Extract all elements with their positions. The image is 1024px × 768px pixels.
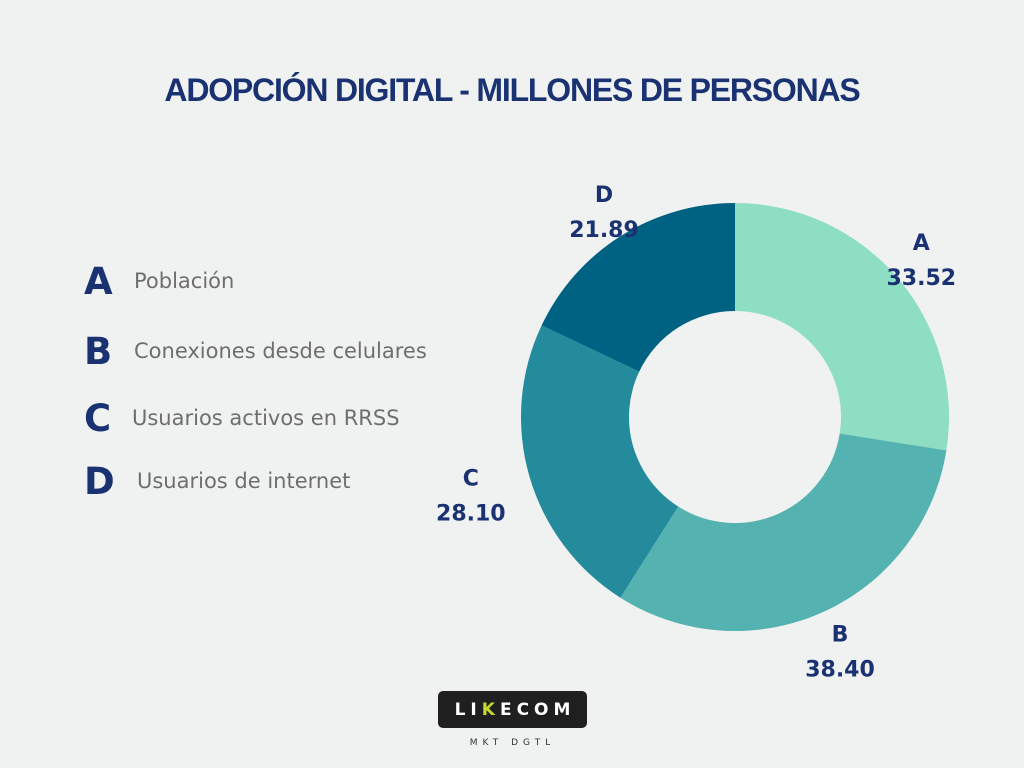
slice-category-label: D <box>595 183 613 208</box>
slice-c <box>521 325 679 598</box>
slice-value-label: 33.52 <box>886 266 956 291</box>
logo-letter: L <box>454 699 471 720</box>
logo-letter: E <box>499 699 517 720</box>
likecom-logo: LIKECOM <box>438 691 587 728</box>
legend-letter: B <box>84 329 113 373</box>
legend-letter: D <box>84 459 115 503</box>
legend-item-b: B Conexiones desde celulares <box>84 329 427 373</box>
legend-item-a: A Población <box>84 259 234 303</box>
logo-letter: O <box>534 699 554 720</box>
legend-label: Usuarios de internet <box>137 469 351 493</box>
logo-text: LIKECOM <box>455 700 576 720</box>
legend-item-d: D Usuarios de internet <box>84 459 350 503</box>
slice-value-label: 28.10 <box>436 501 506 526</box>
legend-label: Conexiones desde celulares <box>134 339 427 363</box>
slice-labels: A 33.52 B 38.40 C 28.10 D 21.89 <box>436 183 956 682</box>
logo-subtitle: MKT DGTL <box>469 738 556 748</box>
logo-letter: I <box>470 699 482 720</box>
slice-b <box>620 433 947 631</box>
legend-letter: C <box>84 396 112 440</box>
slice-category-label: C <box>463 466 479 491</box>
legend-item-c: C Usuarios activos en RRSS <box>84 396 400 440</box>
donut-slices <box>521 203 949 631</box>
slice-d <box>541 203 735 372</box>
chart-title: ADOPCIÓN DIGITAL - MILLONES DE PERSONAS <box>164 72 860 108</box>
slice-value-label: 38.40 <box>805 657 875 682</box>
logo-letter: C <box>516 699 535 720</box>
logo-letter: M <box>553 699 576 720</box>
slice-category-label: A <box>913 231 930 256</box>
slice-value-label: 21.89 <box>569 218 639 243</box>
slice-category-label: B <box>832 622 849 647</box>
legend-label: Población <box>134 269 235 293</box>
legend-letter: A <box>84 259 113 303</box>
legend-label: Usuarios activos en RRSS <box>132 406 400 430</box>
slice-a <box>735 203 949 451</box>
logo-letter: K <box>481 699 500 720</box>
